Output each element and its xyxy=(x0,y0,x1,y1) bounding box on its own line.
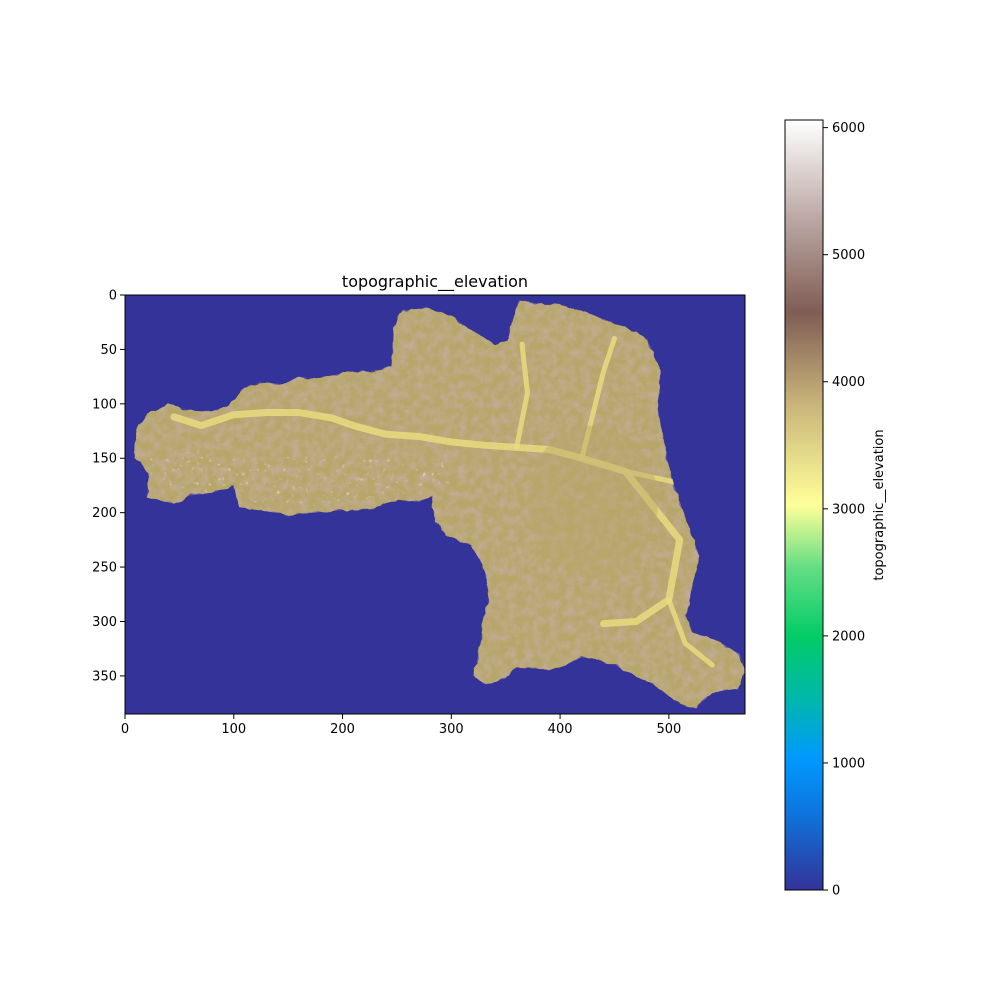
colorbar-tick-label: 5000 xyxy=(832,248,865,263)
colorbar: 0 1000 2000 3000 4000 5000 6000 topographic__e… xyxy=(784,119,887,899)
x-tick-label: 200 xyxy=(330,722,355,737)
valley-line xyxy=(579,336,617,461)
colorbar-tick-label: 0 xyxy=(832,884,840,899)
x-tick-label: 500 xyxy=(656,722,681,737)
valley-line xyxy=(170,409,684,628)
colorbar-ticks: 0 1000 2000 3000 4000 5000 6000 xyxy=(823,121,865,899)
y-tick-label: 150 xyxy=(92,452,117,467)
colorbar-tick-label: 4000 xyxy=(832,375,865,390)
x-tick-label: 400 xyxy=(548,722,573,737)
y-tick-label: 0 xyxy=(109,289,117,304)
y-tick-label: 250 xyxy=(92,561,117,576)
colorbar-tick-label: 6000 xyxy=(832,121,865,136)
x-axis: 0 100 200 300 400 500 xyxy=(121,714,681,737)
plot-area xyxy=(125,295,745,714)
valley-line xyxy=(666,597,715,668)
x-tick-label: 0 xyxy=(121,722,129,737)
colorbar-gradient xyxy=(784,119,824,891)
chart-title: topographic__elevation xyxy=(342,272,528,292)
x-tick-label: 100 xyxy=(221,722,246,737)
plateau xyxy=(527,425,658,578)
y-tick-label: 50 xyxy=(100,343,117,358)
y-axis: 0 50 100 150 200 250 300 350 xyxy=(92,289,125,684)
plot-frame xyxy=(124,294,746,715)
colorbar-tick-label: 2000 xyxy=(832,629,865,644)
y-tick-label: 100 xyxy=(92,397,117,412)
colorbar-label: topographic__elevation xyxy=(872,429,887,580)
y-tick-label: 200 xyxy=(92,506,117,521)
valley-line xyxy=(514,341,530,450)
colorbar-tick-label: 3000 xyxy=(832,502,865,517)
y-tick-label: 350 xyxy=(92,669,117,684)
y-tick-label: 300 xyxy=(92,615,117,630)
colorbar-tick-label: 1000 xyxy=(832,756,865,771)
x-tick-label: 300 xyxy=(439,722,464,737)
